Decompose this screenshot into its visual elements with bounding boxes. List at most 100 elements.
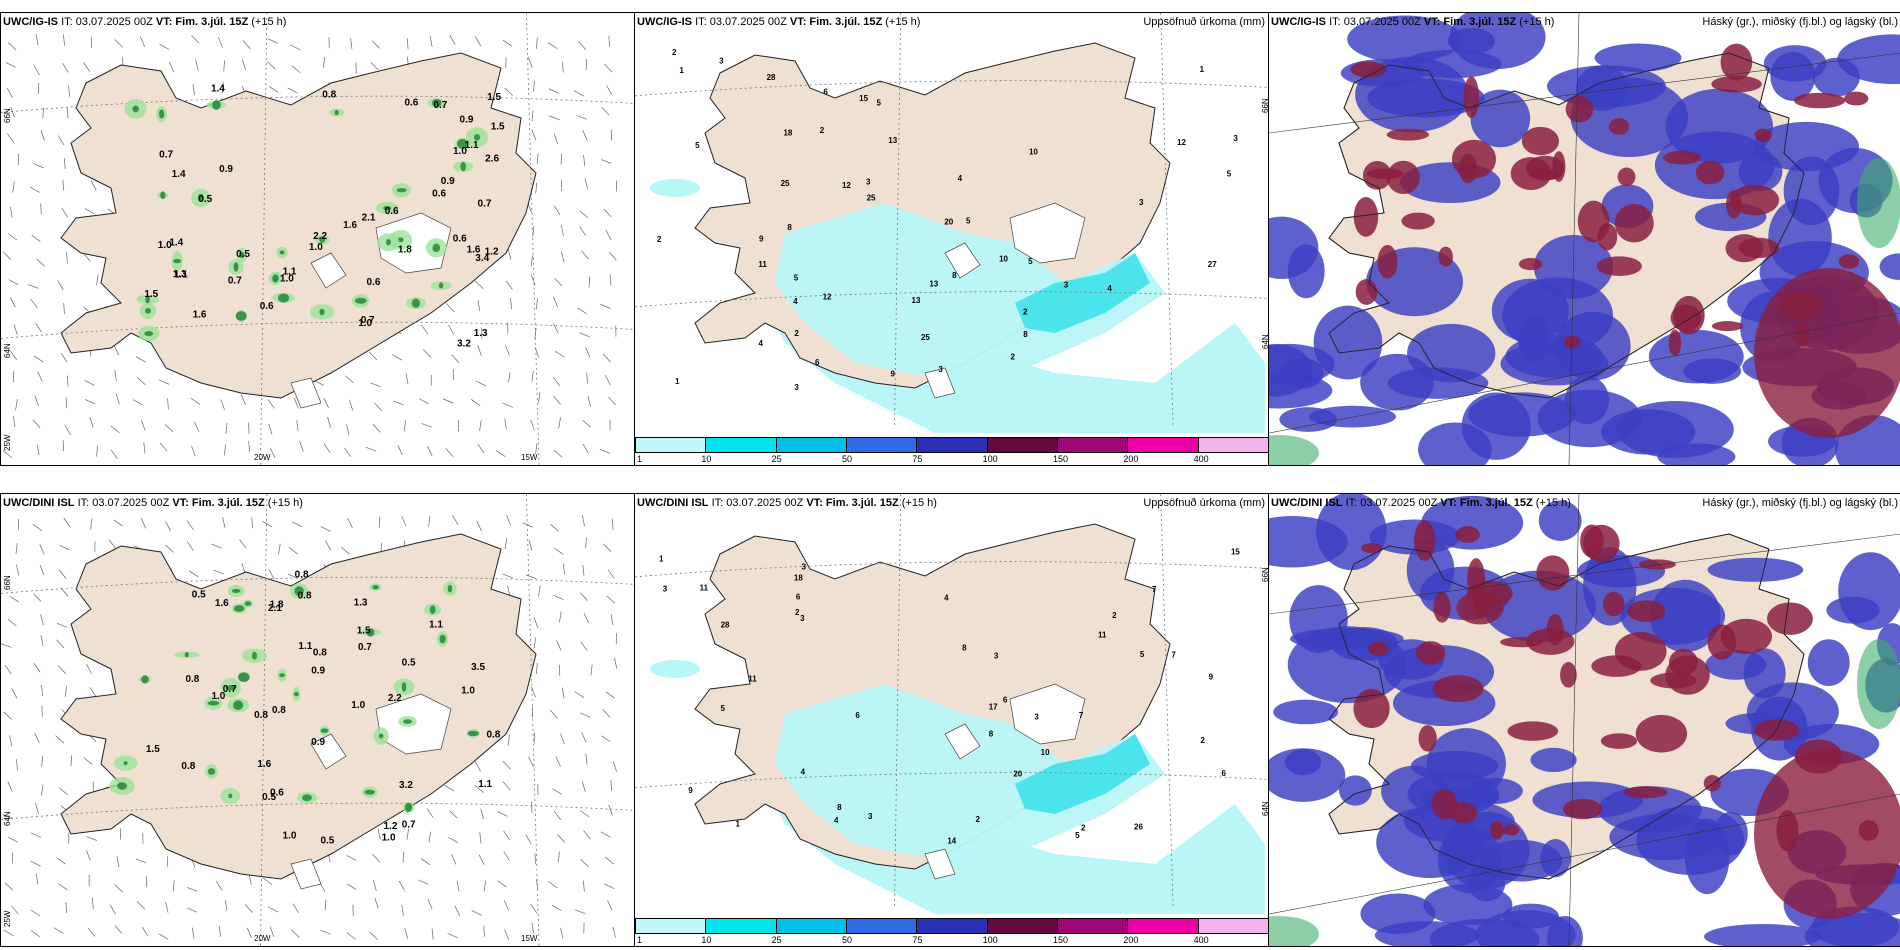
mid-cloud-area <box>1536 555 1570 591</box>
shower-core <box>366 628 375 637</box>
graticule-line <box>894 494 902 907</box>
wind-barb <box>299 440 304 452</box>
graticule-line <box>1568 494 1580 946</box>
wind-barb <box>223 444 227 456</box>
precip-value-label: 4 <box>834 816 839 825</box>
wind-barb <box>378 516 381 528</box>
wind-barb <box>35 803 39 814</box>
wind-barb <box>218 37 223 48</box>
high-cloud-area <box>1410 750 1499 781</box>
wind-barb <box>62 179 65 191</box>
wind-barb <box>420 858 431 866</box>
wind-barb <box>84 379 95 386</box>
wind-value-label: 1.0 <box>358 318 372 329</box>
wind-barb <box>427 445 433 456</box>
high-cloud-area <box>1879 253 1900 280</box>
precip-value-label: 14 <box>947 837 956 846</box>
wind-barb <box>110 425 120 434</box>
wind-panel-row1: UWC/IG-IS IT: 03.07.2025 00Z VT: Fim. 3.… <box>0 12 635 466</box>
wind-barb <box>553 810 562 821</box>
wind-value-label: 1.4 <box>211 83 225 94</box>
wind-barb <box>91 897 94 909</box>
graticule-line <box>1269 793 1900 915</box>
wind-value-label: 0.8 <box>322 90 336 101</box>
wind-barb <box>141 926 149 937</box>
wind-value-label: 1.8 <box>270 599 284 610</box>
wind-value-label: 1.0 <box>382 833 396 844</box>
wind-barb <box>599 448 611 454</box>
mid-cloud-area <box>1695 160 1725 185</box>
wind-value-label: 2.2 <box>313 231 327 242</box>
wind-barb <box>346 883 357 890</box>
map-frame: 2123324238101176208992618142876561715711… <box>635 494 1268 914</box>
precip-value-label: 4 <box>758 339 763 348</box>
wind-value-label: 1.6 <box>467 244 481 255</box>
wind-barb <box>531 801 533 813</box>
wind-barb <box>6 87 13 98</box>
precip-value-label: 2 <box>820 126 825 135</box>
colorbar-segment <box>986 437 1058 453</box>
wind-barb <box>61 352 68 363</box>
shower-core <box>141 675 149 684</box>
wind-barb <box>507 734 510 746</box>
wind-barb <box>531 110 534 122</box>
wind-value-label: 0.9 <box>311 737 325 748</box>
precip-heavy-area <box>1015 253 1150 333</box>
wind-barb <box>527 57 533 68</box>
shower-core <box>160 191 166 199</box>
precip-value-label: 2 <box>1200 736 1205 745</box>
wind-barb <box>87 927 96 937</box>
wind-barb <box>560 733 565 744</box>
shower-core <box>239 251 245 259</box>
wind-barb <box>393 400 404 406</box>
wind-barb <box>8 836 19 843</box>
wind-barb <box>30 298 38 308</box>
graticule-line <box>1 576 634 594</box>
wind-barb <box>36 873 39 885</box>
wind-barb <box>502 573 513 579</box>
wind-barb <box>195 59 199 71</box>
precip-colorbar: 1 10 25 50 75 100 150 200 400 <box>635 435 1268 465</box>
wind-barb <box>213 569 224 575</box>
wind-barb <box>269 926 275 938</box>
wind-barb <box>12 181 15 193</box>
wind-barb <box>502 402 513 408</box>
wind-value-label: 0.8 <box>254 710 268 721</box>
wind-barb <box>3 711 12 720</box>
wind-barb <box>477 300 481 312</box>
precip-value-label: 1 <box>675 377 680 386</box>
high-cloud-area <box>1273 699 1339 725</box>
wind-value-label: 3.2 <box>457 338 471 349</box>
wind-barb <box>604 375 611 386</box>
precip-value-label: 12 <box>823 293 832 302</box>
wind-barb <box>402 851 404 863</box>
wind-barb <box>39 564 45 576</box>
colorbar-segment <box>916 918 988 934</box>
wind-barb <box>41 784 44 796</box>
precip-value-label: 9 <box>1209 672 1214 681</box>
wind-barb <box>191 445 196 457</box>
precip-value-label: 3 <box>801 563 806 572</box>
glacier <box>310 252 347 289</box>
wind-barb <box>36 444 40 456</box>
wind-barb <box>10 350 18 361</box>
wind-barb <box>40 129 45 141</box>
wind-barb <box>583 155 586 167</box>
high-cloud-area <box>1540 838 1571 878</box>
wind-barb <box>581 781 586 793</box>
wind-barb <box>347 517 353 529</box>
wind-barb <box>165 901 169 913</box>
wind-barb <box>579 226 586 237</box>
wind-barb <box>251 517 254 529</box>
shower-core <box>123 761 128 766</box>
wind-barb <box>580 641 588 651</box>
mid-cloud-area <box>1596 256 1642 277</box>
colorbar-tick-label: 50 <box>842 454 853 464</box>
panel-title: UWC/IG-IS IT: 03.07.2025 00Z VT: Fim. 3.… <box>3 16 287 28</box>
wind-barb <box>63 34 65 46</box>
mid-cloud-area <box>1414 520 1436 561</box>
lat-label: 66N <box>3 575 12 590</box>
wind-barb <box>605 856 614 865</box>
wind-value-label: 0.8 <box>185 674 199 685</box>
wind-barb <box>292 521 303 528</box>
